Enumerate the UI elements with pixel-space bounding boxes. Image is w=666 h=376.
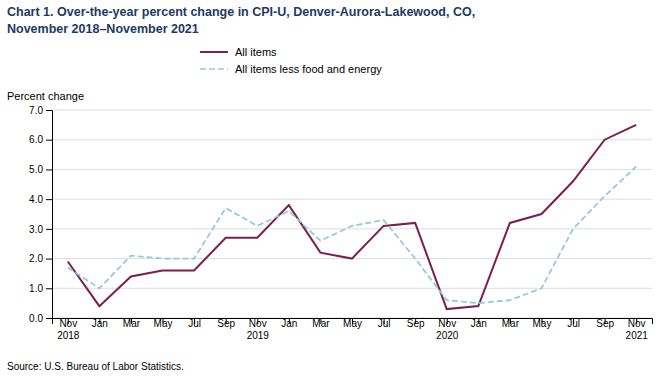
tick-label: 5.0	[29, 164, 43, 175]
tick: 2.0	[29, 253, 52, 264]
tick: Nov2019	[247, 318, 270, 341]
subtitle: November 2018–November 2021	[7, 22, 199, 36]
grid-line	[52, 228, 652, 229]
legend-label: All items less food and energy	[235, 63, 382, 75]
tick-label: Nov2021	[626, 318, 649, 341]
lines	[68, 125, 636, 309]
tick-label: Jul	[567, 318, 580, 329]
tick-label: May	[343, 318, 362, 329]
tick: Nov2020	[436, 318, 459, 341]
tick: Jan	[92, 318, 108, 329]
grid-line	[52, 169, 652, 170]
chart: Chart 1. Over-the-year percent change in…	[0, 0, 666, 376]
tick: Jul	[188, 318, 201, 329]
tick-label: Jan	[471, 318, 487, 329]
tick-label: 2.0	[29, 253, 43, 264]
annotation: Source: U.S. Bureau of Labor Statistics.	[7, 361, 184, 372]
tick-label: Nov2019	[247, 318, 270, 341]
tick-mark	[46, 318, 52, 319]
tick-label: Jan	[281, 318, 297, 329]
grid-line	[52, 288, 652, 289]
legend-swatch	[200, 68, 228, 70]
tick: May	[154, 318, 173, 329]
legend: All items All items less food and energy	[200, 46, 382, 75]
tick-label: Jul	[188, 318, 201, 329]
tick: 5.0	[29, 164, 52, 175]
tick-label: Jan	[92, 318, 108, 329]
tick: 6.0	[29, 134, 52, 145]
tick-label: 1.0	[29, 283, 43, 294]
grid-line	[52, 139, 652, 140]
legend-label: All items	[235, 46, 277, 58]
tick-label: 3.0	[29, 224, 43, 235]
tick-label: May	[533, 318, 552, 329]
tick-label: Nov2018	[57, 318, 80, 341]
tick: Jan	[281, 318, 297, 329]
tick-label: May	[154, 318, 173, 329]
y-axis-label: Percent change	[7, 90, 84, 102]
tick-mark	[46, 169, 52, 170]
tick-label: 4.0	[29, 194, 43, 205]
tick-label: 0.0	[29, 313, 43, 324]
legend-item: All items less food and energy	[200, 63, 382, 75]
y-axis: 0.0 1.0 2.0 3.0 4.0 5.0 6.0 7.0	[29, 105, 52, 324]
x-axis: Nov2018 Jan Mar May Jul Sep Nov2019 Jan Mar May Ju…	[53, 318, 653, 341]
tick: 7.0	[29, 105, 52, 116]
tick: Sep	[407, 318, 425, 329]
tick-mark	[46, 140, 52, 141]
tick-mark	[46, 199, 52, 200]
plot-area: 0.0 1.0 2.0 3.0 4.0 5.0 6.0 7.0 Nov2018 Jan Mar May…	[29, 105, 652, 341]
tick: 4.0	[29, 194, 52, 205]
tick: Jul	[378, 318, 391, 329]
title: Chart 1. Over-the-year percent change in…	[7, 5, 475, 19]
tick: Nov2021	[626, 318, 649, 341]
tick: Mar	[502, 318, 520, 329]
tick: Sep	[596, 318, 614, 329]
tick-mark	[46, 288, 52, 289]
tick: Jul	[567, 318, 580, 329]
axis-line	[46, 111, 53, 319]
series-line	[68, 125, 636, 309]
legend-item: All items	[200, 46, 277, 58]
tick: 0.0	[29, 313, 52, 324]
tick-label: 7.0	[29, 105, 43, 116]
tick: Mar	[312, 318, 330, 329]
tick-label: Sep	[407, 318, 425, 329]
tick-label: Sep	[596, 318, 614, 329]
tick: May	[343, 318, 362, 329]
tick-label: 6.0	[29, 134, 43, 145]
tick-mark	[46, 110, 52, 111]
tick: May	[533, 318, 552, 329]
tick-label: Mar	[502, 318, 520, 329]
tick-label: Mar	[312, 318, 330, 329]
tick-label: Sep	[217, 318, 235, 329]
tick-mark	[46, 229, 52, 230]
tick-label: Mar	[123, 318, 141, 329]
tick: 3.0	[29, 224, 52, 235]
tick: Mar	[123, 318, 141, 329]
tick-mark	[46, 259, 52, 260]
legend-swatch	[200, 51, 228, 53]
grid-line	[52, 110, 652, 111]
tick-label: Jul	[378, 318, 391, 329]
tick-label: Nov2020	[436, 318, 459, 341]
tick: Jan	[471, 318, 487, 329]
tick: 1.0	[29, 283, 52, 294]
tick: Nov2018	[57, 318, 80, 341]
grid	[52, 110, 652, 318]
grid-line	[52, 199, 652, 200]
series-line	[68, 166, 636, 303]
tick: Sep	[217, 318, 235, 329]
